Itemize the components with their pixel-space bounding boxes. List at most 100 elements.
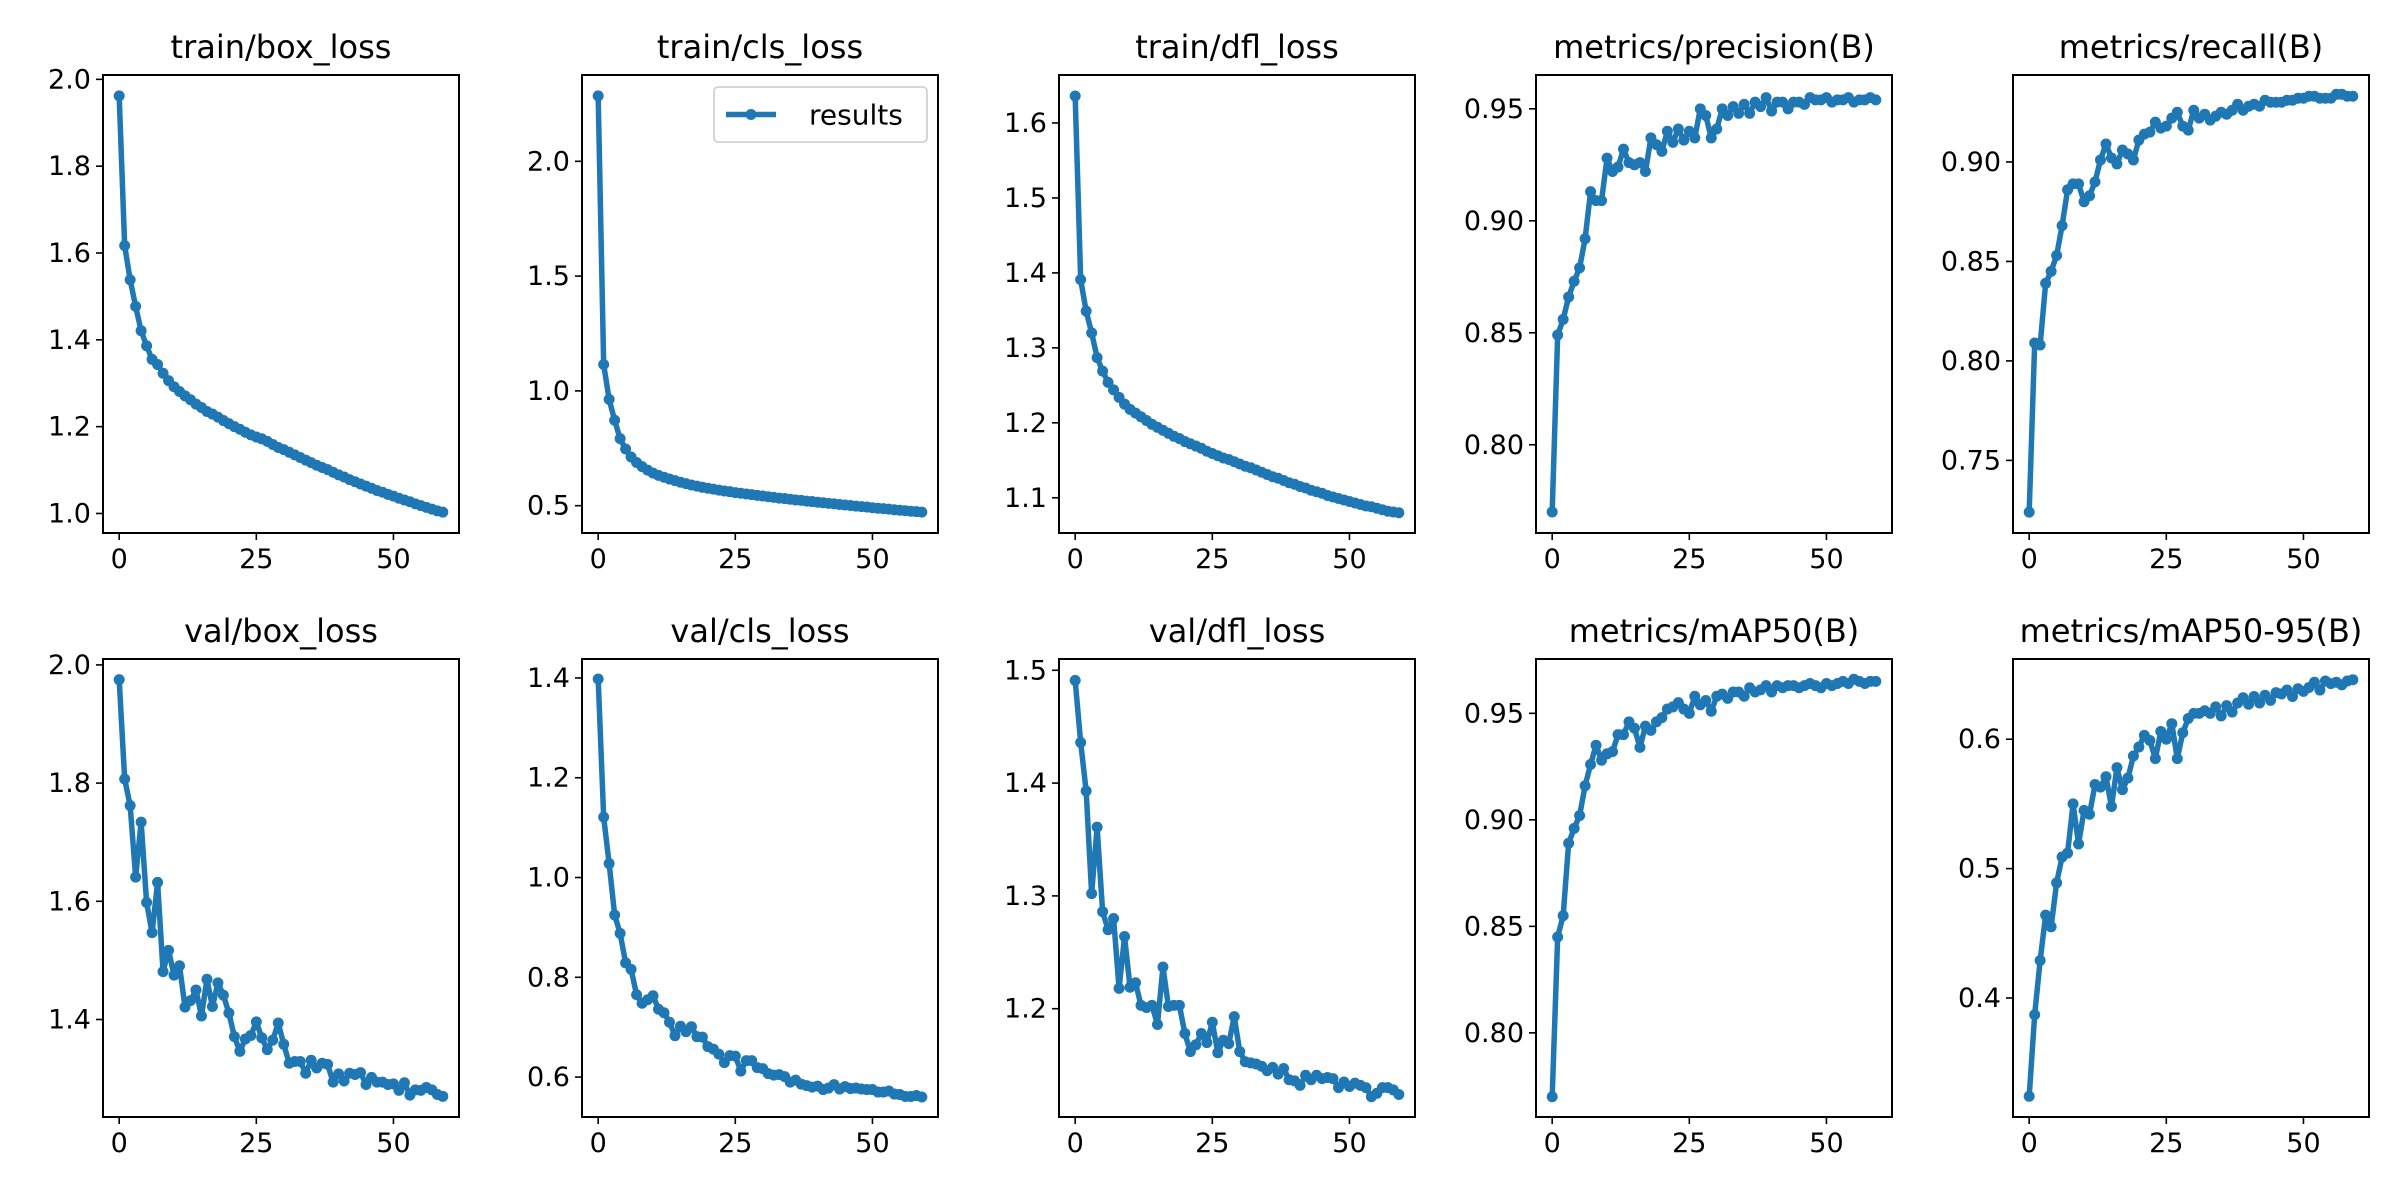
y-tick-label: 1.3: [1004, 333, 1047, 364]
y-tick-label: 0.75: [1941, 445, 2001, 476]
x-tick-label: 0: [1067, 1128, 1084, 1159]
data-point: [1568, 822, 1580, 834]
data-point: [1574, 810, 1586, 822]
data-point: [1656, 712, 1668, 724]
data-point: [437, 506, 449, 518]
data-point: [1656, 145, 1668, 157]
y-tick-label: 1.2: [1004, 408, 1047, 439]
y-tick-label: 0.6: [527, 1062, 570, 1093]
data-point: [592, 673, 604, 685]
y-tick-label: 0.95: [1464, 698, 1524, 729]
data-point: [338, 1075, 350, 1087]
data-point: [2144, 126, 2156, 138]
data-point: [2171, 753, 2183, 765]
data-point: [1069, 90, 1081, 102]
data-point: [614, 433, 626, 445]
data-point: [1557, 910, 1569, 922]
data-point: [620, 443, 632, 455]
data-point: [135, 325, 147, 337]
x-tick-label: 50: [1809, 544, 1843, 575]
panel-train-box-loss: train/box_loss 0 25 50 1.0 1.2 1.4 1.6 1.8 2.0: [48, 28, 460, 575]
axes-frame: [581, 658, 939, 1118]
data-point: [2094, 154, 2106, 166]
data-point: [1601, 152, 1613, 164]
data-point: [1146, 999, 1158, 1011]
x-tick-label: 50: [376, 544, 410, 575]
data-point: [1590, 739, 1602, 751]
data-point: [1151, 1019, 1163, 1030]
data-point: [1585, 186, 1597, 198]
panel-val-box-loss: val/box_loss 0 25 50 1.4 1.6 1.8 2.0: [48, 612, 460, 1159]
data-point: [1639, 166, 1651, 178]
data-point: [212, 977, 224, 989]
data-point: [1223, 1038, 1235, 1050]
data-point: [1612, 161, 1624, 173]
x-tick-label: 50: [1332, 544, 1366, 575]
data-point: [1552, 329, 1564, 341]
axes-frame: [1058, 658, 1416, 1118]
data-point: [1360, 1082, 1372, 1094]
panel-title: train/cls_loss: [657, 28, 863, 66]
data-point: [250, 1016, 262, 1028]
data-point: [2177, 727, 2189, 739]
y-tick-label: 1.8: [48, 151, 91, 182]
data-point: [1080, 785, 1092, 797]
data-point: [2084, 190, 2096, 202]
axes-frame: [581, 74, 939, 534]
data-point: [1393, 507, 1405, 519]
data-point: [2111, 158, 2123, 170]
y-tick-label: 0.6: [1958, 724, 2001, 755]
data-point: [113, 90, 125, 102]
x-tick-label: 25: [2149, 1128, 2183, 1159]
data-point: [1700, 110, 1712, 122]
data-point: [2133, 741, 2145, 753]
data-point: [2051, 877, 2063, 889]
data-point: [355, 1067, 367, 1079]
data-point: [1744, 107, 1756, 119]
legend-frame: [713, 86, 928, 143]
y-tick-label: 1.0: [527, 376, 570, 407]
data-point: [2215, 710, 2227, 722]
y-tick-label: 1.6: [48, 886, 91, 917]
series-line: [1549, 676, 1879, 1100]
panel-train-dfl-loss: train/dfl_loss 0 25 50 1.1 1.2 1.3 1.4 1.5 1.6: [1004, 28, 1416, 575]
data-point: [2073, 178, 2085, 190]
data-point: [2105, 800, 2117, 812]
data-point: [1113, 982, 1125, 994]
y-tick-label: 1.4: [48, 1004, 91, 1035]
data-point: [437, 1090, 449, 1102]
data-point: [141, 340, 153, 352]
data-point: [2040, 277, 2052, 289]
data-point: [1557, 313, 1569, 325]
y-tick-label: 1.0: [527, 863, 570, 894]
data-point: [2040, 909, 2052, 921]
data-point: [1678, 134, 1690, 146]
series-line: [116, 676, 446, 1100]
y-tick-label: 1.2: [48, 412, 91, 443]
legend: results: [713, 86, 928, 143]
data-point: [1683, 707, 1695, 719]
y-tick-label: 0.95: [1464, 94, 1524, 125]
y-tick-label: 1.2: [527, 763, 570, 794]
data-point: [609, 909, 621, 921]
panel-title: val/cls_loss: [670, 612, 849, 650]
data-point: [2122, 772, 2134, 784]
data-point: [2160, 120, 2172, 132]
x-tick-label: 25: [239, 544, 273, 575]
x-tick-label: 0: [1544, 1128, 1561, 1159]
data-point: [1585, 758, 1597, 770]
data-point: [663, 1016, 675, 1028]
data-point: [294, 1055, 306, 1067]
data-point: [1108, 912, 1120, 924]
y-tick-label: 1.4: [1004, 768, 1047, 799]
data-point: [1097, 906, 1109, 918]
panel-train-cls-loss: train/cls_loss 0 25 50 0.5 1.0 1.5 2.0 results: [527, 28, 939, 575]
data-point: [1568, 275, 1580, 287]
data-point: [2149, 753, 2161, 765]
data-point: [1234, 1046, 1246, 1058]
y-tick-label: 1.4: [1004, 258, 1047, 289]
data-point: [2182, 124, 2194, 136]
data-point: [228, 1031, 240, 1043]
data-point: [1075, 736, 1087, 748]
x-tick-label: 25: [718, 1128, 752, 1159]
